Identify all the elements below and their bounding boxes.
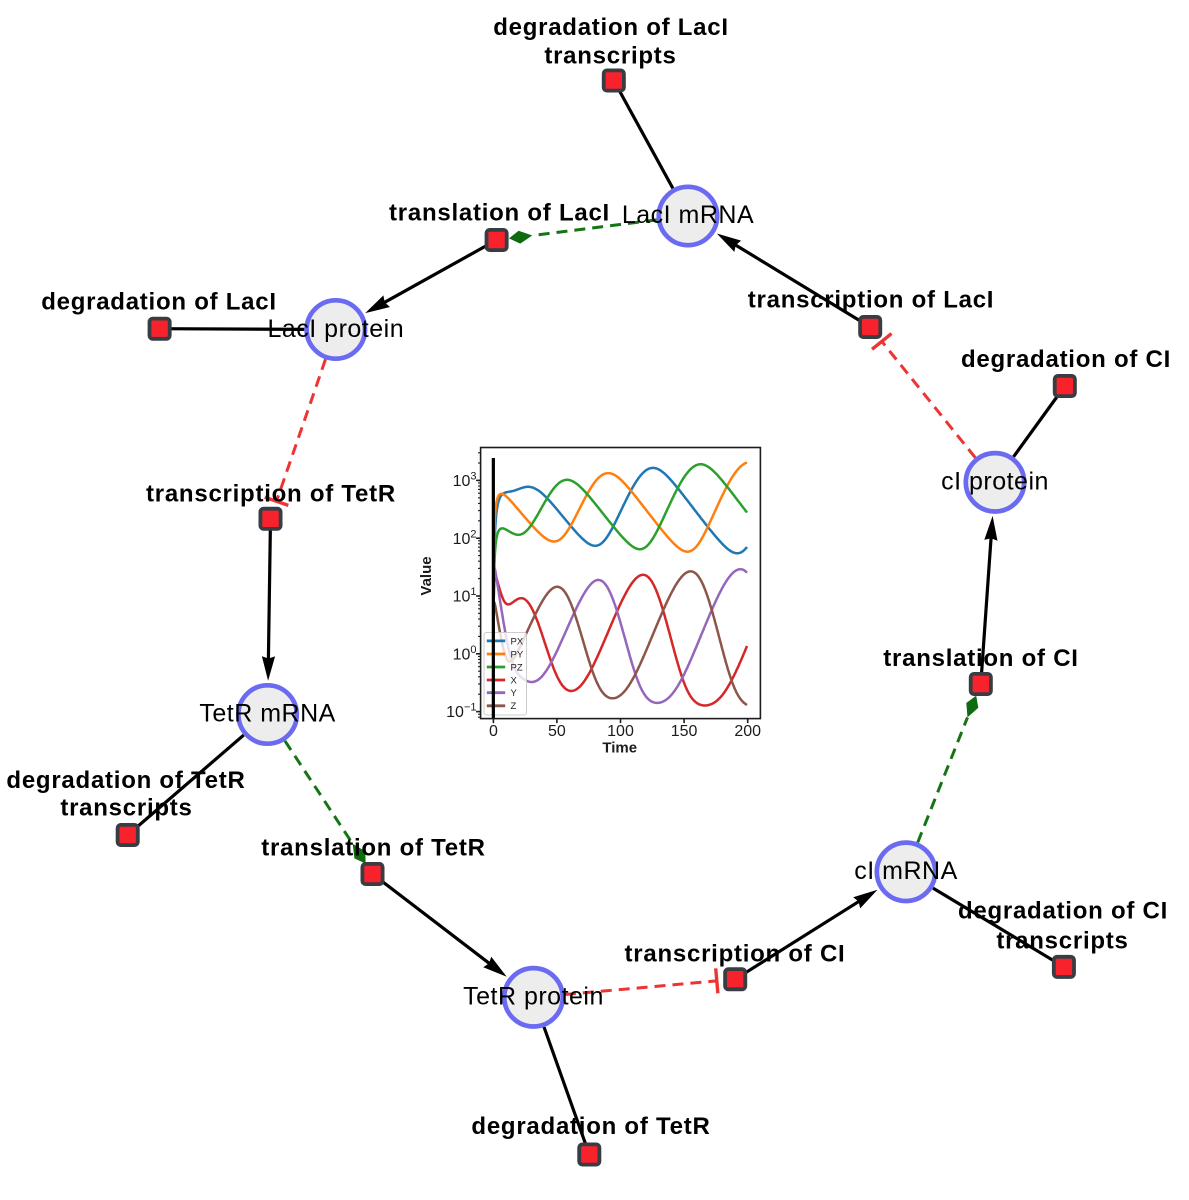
svg-text:translation of TetR: translation of TetR <box>261 835 485 862</box>
svg-text:Time: Time <box>602 740 637 757</box>
svg-text:transcripts: transcripts <box>544 43 676 70</box>
svg-text:X: X <box>511 675 518 686</box>
svg-text:translation of CI: translation of CI <box>883 645 1078 672</box>
svg-text:degradation of LacI: degradation of LacI <box>41 289 277 316</box>
svg-text:Z: Z <box>511 701 517 712</box>
svg-text:transcription of LacI: transcription of LacI <box>748 287 994 314</box>
svg-text:200: 200 <box>734 723 761 740</box>
svg-text:degradation of TetR: degradation of TetR <box>471 1113 710 1140</box>
svg-text:TetR protein: TetR protein <box>463 982 604 1010</box>
svg-text:Value: Value <box>418 556 435 595</box>
svg-text:150: 150 <box>671 723 698 740</box>
svg-text:0: 0 <box>489 723 498 740</box>
svg-text:TetR mRNA: TetR mRNA <box>199 700 335 728</box>
svg-text:degradation of CI: degradation of CI <box>958 898 1168 925</box>
svg-text:LacI mRNA: LacI mRNA <box>622 201 754 229</box>
svg-text:100: 100 <box>607 723 634 740</box>
svg-text:50: 50 <box>548 723 566 740</box>
svg-text:translation of LacI: translation of LacI <box>389 200 610 227</box>
svg-text:transcripts: transcripts <box>996 927 1128 954</box>
svg-text:cI protein: cI protein <box>941 468 1049 496</box>
svg-text:cI mRNA: cI mRNA <box>854 857 958 885</box>
svg-text:PX: PX <box>511 636 524 647</box>
svg-text:transcripts: transcripts <box>60 794 192 821</box>
svg-text:degradation of TetR: degradation of TetR <box>6 767 245 794</box>
svg-text:PZ: PZ <box>511 662 523 673</box>
svg-text:LacI protein: LacI protein <box>267 315 404 343</box>
svg-text:transcription of CI: transcription of CI <box>625 941 846 968</box>
svg-text:Y: Y <box>511 688 518 699</box>
svg-text:PY: PY <box>511 649 524 660</box>
svg-text:degradation of LacI: degradation of LacI <box>493 14 729 41</box>
svg-text:degradation of CI: degradation of CI <box>961 346 1171 373</box>
svg-text:transcription of TetR: transcription of TetR <box>146 481 396 508</box>
